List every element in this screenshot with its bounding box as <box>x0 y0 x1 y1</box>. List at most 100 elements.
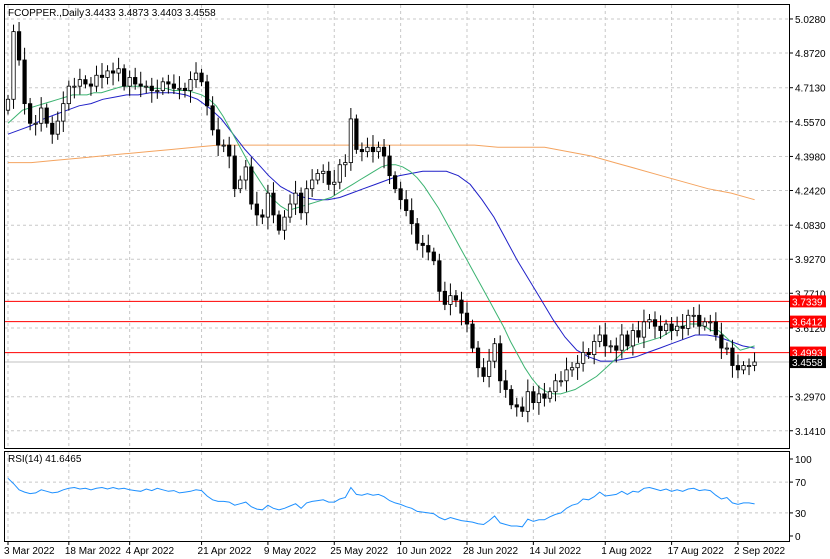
candle-bullish <box>575 362 580 369</box>
candle-bearish <box>586 352 591 355</box>
rsi-tick-label: 30 <box>795 509 807 520</box>
price-tick-label: 4.3980 <box>795 152 826 163</box>
candle-bearish <box>735 365 741 371</box>
candle-bullish <box>487 360 492 377</box>
current-price-tag-label: 3.4558 <box>792 358 823 369</box>
time-tick-label: 3 Mar 2022 <box>4 546 55 557</box>
candle-bearish <box>254 203 259 216</box>
candle-bullish <box>376 146 381 153</box>
candle-bullish <box>691 314 696 317</box>
candle-bearish <box>503 380 508 390</box>
time-tick-label: 1 Aug 2022 <box>601 546 652 557</box>
candle-bullish <box>724 347 730 350</box>
ma-short-series <box>7 85 755 395</box>
candle-bearish <box>719 334 724 349</box>
candle-bearish <box>326 170 331 185</box>
time-tick-label: 18 Mar 2022 <box>65 546 122 557</box>
candle-bearish <box>459 299 464 314</box>
candle-bullish <box>193 72 199 81</box>
candle-bearish <box>437 260 442 292</box>
candle-bullish <box>569 367 575 371</box>
candle-bullish <box>293 192 298 205</box>
candle-bearish <box>514 404 519 408</box>
candle-bearish <box>138 83 143 87</box>
rsi-panel-frame <box>4 451 790 542</box>
candle-bullish <box>155 90 160 92</box>
candle-bullish <box>663 323 669 331</box>
candle-bearish <box>470 323 475 349</box>
candle-bullish <box>265 192 271 218</box>
candle-bearish <box>387 155 392 177</box>
ma-short-line <box>7 85 755 395</box>
candle-bearish <box>652 319 658 327</box>
candle-bullish <box>702 321 707 327</box>
candle-bullish <box>641 321 647 338</box>
rsi-axis: 100 70 30 0 <box>789 455 812 543</box>
rsi-label: RSI(14) 41.6465 <box>8 454 82 465</box>
candle-bearish <box>614 345 619 351</box>
candle-bearish <box>625 334 630 347</box>
candle-bearish <box>398 188 403 201</box>
level-price-tag <box>790 346 826 359</box>
price-tick-label: 3.7710 <box>795 289 826 300</box>
price-tick-label: 4.8720 <box>795 49 826 60</box>
level-price-tag <box>790 315 826 328</box>
candle-bullish <box>5 98 11 111</box>
candle-bearish <box>542 393 547 399</box>
price-tick-label: 3.9270 <box>795 255 826 266</box>
candle-bearish <box>166 81 171 85</box>
candle-bullish <box>492 343 497 362</box>
candle-bullish <box>160 81 165 91</box>
time-axis: 3 Mar 2022 18 Mar 2022 4 Apr 2022 21 Apr 20… <box>4 541 786 557</box>
level-price-tag-label: 3.7339 <box>792 297 823 308</box>
candle-bullish <box>553 380 558 393</box>
candle-bearish <box>28 103 33 124</box>
time-tick-label: 17 Aug 2022 <box>668 546 725 557</box>
candle-bearish <box>171 83 176 89</box>
price-tick-label: 4.7130 <box>795 84 826 95</box>
candle-bullish <box>243 166 248 181</box>
candle-bearish <box>680 325 685 329</box>
candle-bearish <box>16 31 22 61</box>
candle-bullish <box>61 103 66 122</box>
time-tick-label: 9 May 2022 <box>264 546 317 557</box>
price-tick-label: 5.0280 <box>795 15 826 26</box>
rsi-grid <box>5 452 789 541</box>
price-tick-label: 3.2970 <box>795 393 826 404</box>
candle-bullish <box>564 369 569 382</box>
candle-bullish <box>66 85 71 105</box>
candle-bearish <box>636 330 641 338</box>
time-tick-label: 14 Jul 2022 <box>529 546 581 557</box>
level-price-tag-label: 3.6412 <box>792 318 823 329</box>
candle-bearish <box>442 290 447 305</box>
candle-bullish <box>315 173 320 181</box>
candle-bullish <box>675 325 680 331</box>
candle-bearish <box>431 251 436 262</box>
candle-bullish <box>221 144 226 147</box>
candle-bearish <box>420 242 425 246</box>
ma-long-series <box>8 144 755 201</box>
candle-bearish <box>531 391 536 404</box>
price-tick-label: 4.5570 <box>795 118 826 129</box>
candle-bullish <box>547 391 553 399</box>
candle-bearish <box>669 323 674 331</box>
candle-bearish <box>216 129 221 146</box>
candle-bearish <box>354 118 359 150</box>
candle-bullish <box>647 319 652 323</box>
candle-bearish <box>122 68 127 87</box>
candle-bullish <box>592 341 597 355</box>
candle-bullish <box>746 365 752 367</box>
candle-bearish <box>475 347 481 369</box>
candle-bearish <box>271 192 276 216</box>
candles <box>5 22 757 423</box>
candle-bearish <box>415 223 420 244</box>
candle-bearish <box>481 367 486 377</box>
candle-bearish <box>392 175 398 190</box>
candle-bearish <box>227 144 232 157</box>
candle-bearish <box>260 214 265 218</box>
candle-bearish <box>249 166 254 205</box>
candle-bearish <box>22 59 27 105</box>
price-tick-label: 4.0830 <box>795 221 826 232</box>
time-tick-label: 28 Jun 2022 <box>463 546 518 557</box>
